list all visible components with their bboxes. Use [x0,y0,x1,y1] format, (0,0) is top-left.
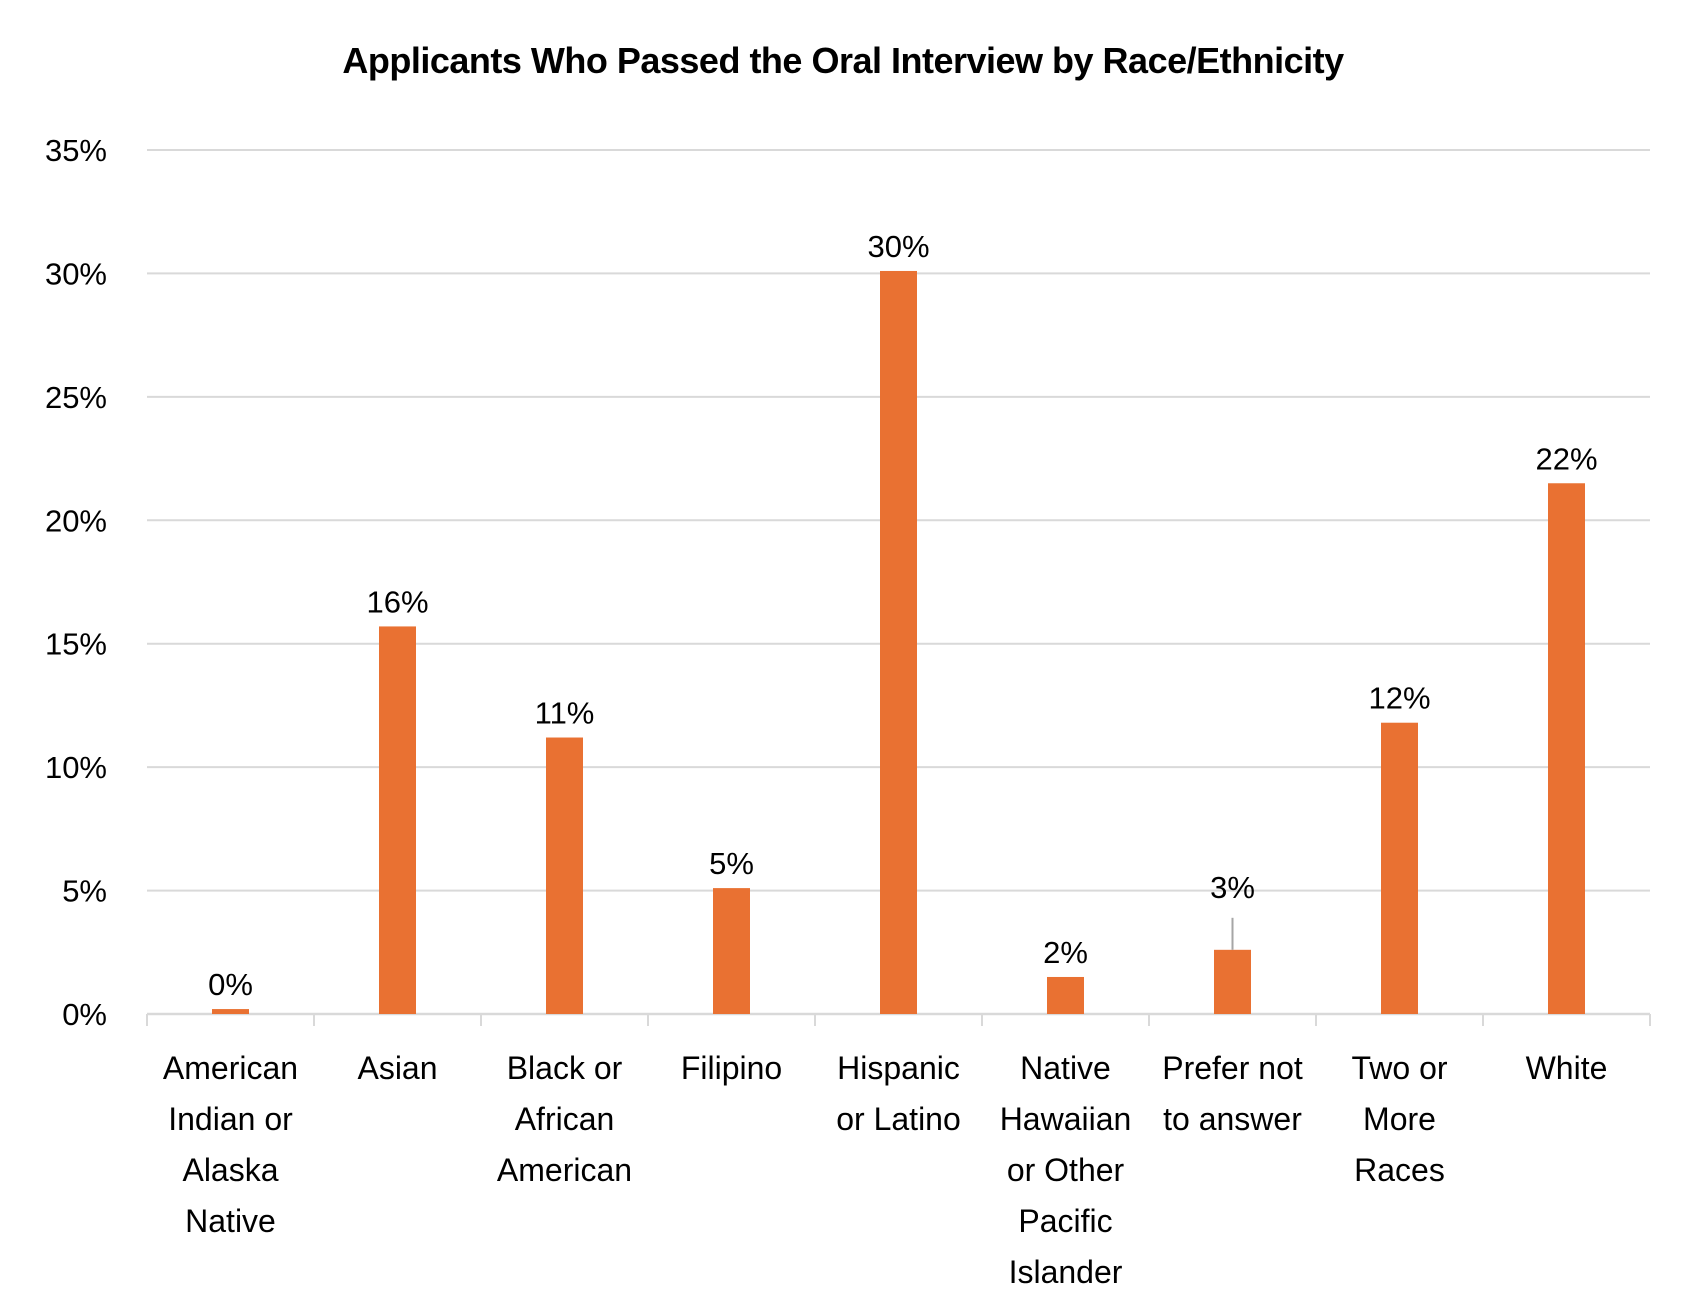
bar [1548,483,1585,1014]
x-tick-label: Prefer not [1162,1050,1303,1086]
bar [713,888,750,1014]
x-tick-label: or Latino [836,1101,961,1137]
y-tick-label: 15% [45,627,107,662]
x-tick-label: African [515,1101,615,1137]
y-tick-label: 10% [45,750,107,785]
x-tick-label: Hispanic [837,1050,960,1086]
x-tick-label: American [497,1152,632,1188]
y-tick-label: 0% [62,997,107,1032]
x-tick-label: Alaska [182,1152,278,1188]
bar [212,1009,249,1014]
x-tick-label: White [1526,1050,1608,1086]
x-tick-label: to answer [1163,1101,1302,1137]
data-label: 30% [867,229,929,264]
x-tick-label: More [1363,1101,1436,1137]
bar [880,270,917,1015]
data-label: 0% [208,967,253,1002]
data-label: 11% [535,696,595,731]
x-tick-label: Native [185,1203,276,1239]
bar [546,737,583,1014]
x-tick-label: Islander [1009,1254,1123,1290]
x-tick-label: Two or [1351,1050,1447,1086]
x-tick-label: Indian or [168,1101,293,1137]
bar [1047,976,1084,1014]
x-tick-label: Pacific [1018,1203,1112,1239]
data-label: 12% [1368,681,1430,716]
bar [1214,949,1251,1014]
y-tick-label: 5% [62,874,107,909]
chart-title: Applicants Who Passed the Oral Interview… [342,40,1344,81]
y-tick-label: 35% [45,133,107,168]
x-tick-label: Races [1354,1152,1445,1188]
x-tick-label: or Other [1007,1152,1125,1188]
x-tick-label: American [163,1050,298,1086]
data-label: 5% [709,846,754,881]
x-tick-label: Native [1020,1050,1111,1086]
x-tick-label: Hawaiian [1000,1101,1132,1137]
bar [379,626,416,1014]
data-label: 16% [366,584,428,619]
data-label: 3% [1210,870,1255,905]
x-tick-label: Black or [507,1050,623,1086]
x-tick-label: Filipino [681,1050,782,1086]
data-label: 22% [1535,441,1597,476]
data-label: 2% [1043,935,1088,970]
y-tick-label: 20% [45,503,107,538]
bar [1381,722,1418,1014]
y-tick-label: 30% [45,256,107,291]
y-tick-label: 25% [45,380,107,415]
x-tick-label: Asian [357,1050,437,1086]
